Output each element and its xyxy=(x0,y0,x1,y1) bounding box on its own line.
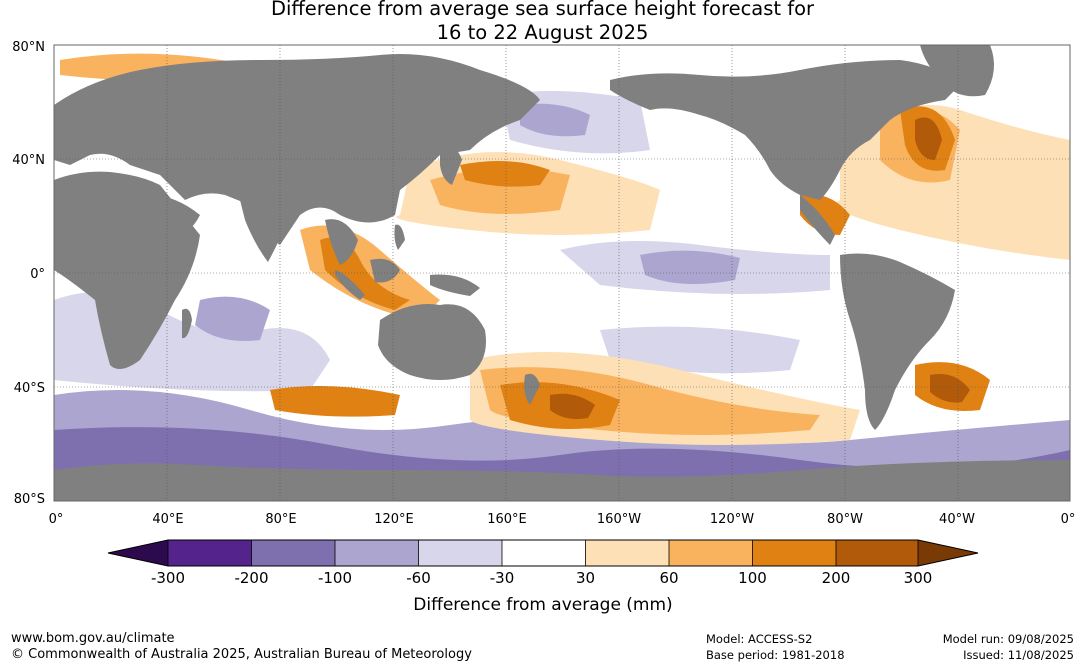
colorbar-band-neg200 xyxy=(168,540,252,566)
map-border xyxy=(53,44,1071,502)
land-south-america xyxy=(840,253,955,430)
land-greenland xyxy=(920,45,994,97)
footer-model-run: Model run: 09/08/2025 xyxy=(942,632,1074,646)
lon-label-80e: 80°E xyxy=(265,512,296,527)
colorbar-band-pos60 xyxy=(669,540,753,566)
colorbar-band-zero xyxy=(502,540,586,566)
land-australia xyxy=(378,304,486,380)
lat-label-0: 0° xyxy=(30,267,45,282)
land-new-zealand xyxy=(524,373,540,405)
lon-label-0-left: 0° xyxy=(49,512,64,527)
lat-label-40n: 40°N xyxy=(12,153,45,168)
colorbar-tip-low xyxy=(108,540,168,566)
land-india xyxy=(240,200,290,262)
land-new-guinea xyxy=(430,274,480,296)
footer-url: www.bom.gov.au/climate xyxy=(11,631,175,646)
colorbar-band-neg60 xyxy=(335,540,419,566)
anomaly-pale-negative-4 xyxy=(600,326,800,374)
lon-label-160w: 160°W xyxy=(597,512,641,527)
colorbar-tick-neg30: -30 xyxy=(490,569,515,587)
lon-label-0-right: 0° xyxy=(1061,512,1076,527)
colorbar-band-neg30 xyxy=(418,540,502,566)
lat-label-40s: 40°S xyxy=(14,381,45,396)
land-sumatra xyxy=(335,270,365,300)
colorbar-tick-neg200: -200 xyxy=(234,569,268,587)
footer-base-period: Base period: 1981-2018 xyxy=(706,648,845,662)
colorbar-band-neg100 xyxy=(251,540,335,566)
land-arabia xyxy=(150,195,200,240)
anomaly-neg60-blob-3 xyxy=(520,103,590,137)
land-borneo xyxy=(370,258,400,283)
longitude-labels: 0° 40°E 80°E 120°E 160°E 160°W 120°W 80°… xyxy=(49,512,1076,527)
anomaly-pos100-kuroshio xyxy=(460,161,550,187)
colorbar-band-pos200 xyxy=(836,540,918,566)
anomaly-pos200-south-atlantic xyxy=(930,374,970,403)
anomaly-pos200-gulf-stream xyxy=(915,117,942,160)
colorbar-tick-pos100: 100 xyxy=(738,569,767,587)
lat-label-80n: 80°N xyxy=(12,40,45,55)
title-line-2: 16 to 22 August 2025 xyxy=(436,21,649,44)
lon-label-120e: 120°E xyxy=(374,512,414,527)
title-line-1: Difference from average sea surface heig… xyxy=(270,0,815,20)
chart-title: Difference from average sea surface heig… xyxy=(0,0,1085,45)
graticule xyxy=(54,45,1070,501)
colorbar-band-pos100 xyxy=(752,540,836,566)
lat-label-80s: 80°S xyxy=(14,492,45,507)
colorbar-tick-neg60: -60 xyxy=(406,569,431,587)
colorbar-band-pos30 xyxy=(585,540,669,566)
land-indochina xyxy=(325,219,358,265)
anomaly-pos200-south-pacific xyxy=(550,393,595,419)
colorbar-tick-pos200: 200 xyxy=(822,569,851,587)
colorbar-label: Difference from average (mm) xyxy=(413,595,672,615)
colorbar-tip-high xyxy=(918,540,978,566)
colorbar-tick-neg100: -100 xyxy=(318,569,352,587)
anomaly-neg60-blob-2 xyxy=(195,296,270,341)
anomaly-pos100-south-indian xyxy=(270,386,400,417)
land-masses xyxy=(54,45,1070,501)
colorbar-tick-neg300: -300 xyxy=(151,569,185,587)
land-philippines xyxy=(394,224,405,250)
footer-copyright: © Commonwealth of Australia 2025, Austra… xyxy=(11,647,472,662)
colorbar-tick-pos30: 30 xyxy=(576,569,595,587)
colorbar: -300 -200 -100 -60 -30 30 60 100 200 300… xyxy=(107,539,979,615)
anomaly-neg60-blob-1 xyxy=(640,250,740,284)
land-japan xyxy=(440,146,462,185)
latitude-labels: 80°N 40°N 0° 40°S 80°S xyxy=(12,40,45,507)
lon-label-80w: 80°W xyxy=(827,512,863,527)
land-antarctica xyxy=(54,460,1070,501)
footer-model: Model: ACCESS-S2 xyxy=(706,632,813,646)
lon-label-40e: 40°E xyxy=(152,512,183,527)
land-eurasia xyxy=(54,54,540,245)
land-north-america xyxy=(610,60,960,200)
land-central-america xyxy=(800,195,835,245)
lon-label-120w: 120°W xyxy=(710,512,754,527)
lon-label-40w: 40°W xyxy=(939,512,975,527)
colorbar-tick-pos300: 300 xyxy=(904,569,933,587)
lon-label-160e: 160°E xyxy=(487,512,527,527)
land-madagascar xyxy=(182,308,192,339)
sea-level-anomaly-field xyxy=(54,45,1070,501)
colorbar-tick-pos60: 60 xyxy=(659,569,678,587)
footer-issued: Issued: 11/08/2025 xyxy=(963,648,1074,662)
